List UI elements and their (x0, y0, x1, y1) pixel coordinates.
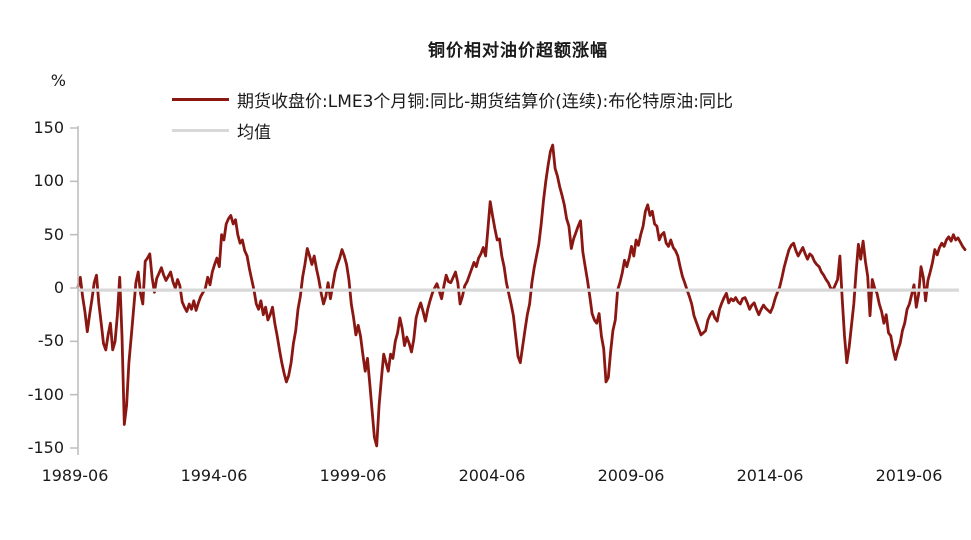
y-tick-label: 100 (33, 171, 64, 190)
y-tick-label: 50 (43, 225, 64, 244)
legend-label-series: 期货收盘价:LME3个月铜:同比-期货结算价(连续):布伦特原油:同比 (237, 92, 734, 112)
y-tick-label: 150 (33, 118, 64, 137)
legend-item-mean: 均值 (172, 115, 872, 146)
y-tick-label: -150 (27, 438, 64, 457)
y-tick-label: -100 (27, 385, 64, 404)
y-tick-label: -50 (37, 331, 64, 350)
y-tick-label: 0 (53, 278, 64, 297)
x-tick-label: 1994-06 (180, 466, 248, 485)
x-tick-label: 2009-06 (597, 466, 665, 485)
legend-item-series: 期货收盘价:LME3个月铜:同比-期货结算价(连续):布伦特原油:同比 (172, 84, 872, 115)
x-tick-label: 1999-06 (319, 466, 387, 485)
x-tick-label: 2014-06 (736, 466, 804, 485)
legend-line-swatch-series (172, 98, 229, 101)
x-tick-label: 1989-06 (41, 466, 109, 485)
y-axis-ticks (70, 127, 78, 449)
y-axis-unit-label: % (50, 71, 66, 90)
chart-title: 铜价相对油价超额涨幅 (428, 41, 608, 61)
legend: 期货收盘价:LME3个月铜:同比-期货结算价(连续):布伦特原油:同比 均值 (172, 84, 872, 146)
legend-line-swatch-mean (172, 129, 229, 132)
legend-label-mean: 均值 (237, 123, 271, 143)
x-tick-label: 2019-06 (875, 466, 943, 485)
series-line-path (76, 143, 967, 448)
x-tick-label: 2004-06 (458, 466, 526, 485)
